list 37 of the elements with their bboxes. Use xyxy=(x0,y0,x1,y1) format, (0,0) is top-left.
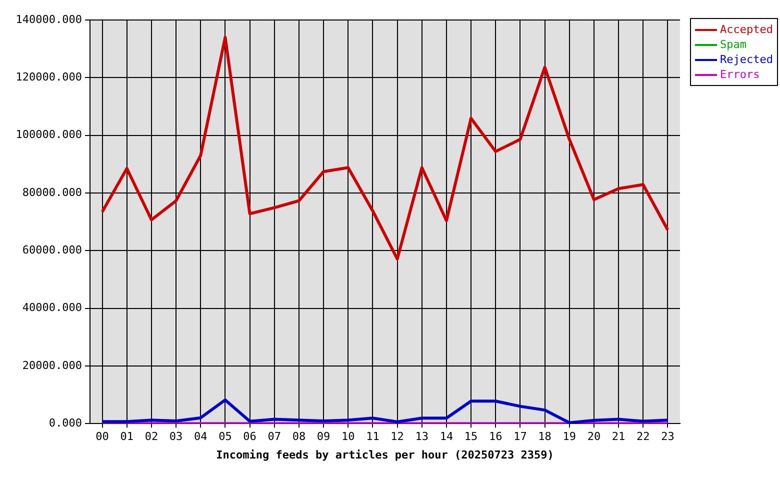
x-tick-label: 17 xyxy=(514,430,527,444)
x-tick-label: 22 xyxy=(636,430,650,444)
x-axis-title: Incoming feeds by articles per hour (20250723 2359) xyxy=(216,448,554,462)
x-tick-label: 16 xyxy=(489,430,502,444)
x-tick-label: 00 xyxy=(96,430,109,444)
y-tick-label: 140000.000 xyxy=(16,12,82,26)
y-tick-label: 80000.000 xyxy=(22,186,82,199)
legend-label: Spam xyxy=(720,37,746,52)
x-tick-label: 11 xyxy=(366,430,380,444)
x-tick-label: 09 xyxy=(316,430,330,444)
x-tick-label: 02 xyxy=(144,430,158,444)
legend-label: Rejected xyxy=(720,52,773,67)
x-tick-label: 19 xyxy=(562,430,576,444)
y-tick-label: 40000.000 xyxy=(22,301,82,314)
x-tick-label: 20 xyxy=(587,430,601,444)
y-tick-label: 60000.000 xyxy=(22,243,82,256)
x-tick-label: 05 xyxy=(218,430,232,444)
x-tick-label: 13 xyxy=(415,430,428,444)
x-tick-label: 18 xyxy=(538,430,552,444)
x-tick-label: 23 xyxy=(661,430,674,444)
x-tick-label: 12 xyxy=(390,430,404,444)
x-tick-label: 06 xyxy=(243,430,256,444)
x-tick-label: 03 xyxy=(169,430,183,444)
x-tick-label: 04 xyxy=(194,430,208,444)
x-tick-label: 10 xyxy=(342,430,355,444)
legend-label: Accepted xyxy=(720,22,773,37)
x-tick-label: 08 xyxy=(292,430,306,444)
x-tick-label: 15 xyxy=(464,430,478,444)
x-tick-label: 07 xyxy=(268,430,281,444)
x-tick-label: 21 xyxy=(612,430,626,444)
legend-label: Errors xyxy=(720,67,760,82)
y-tick-label: 0.000 xyxy=(48,416,82,430)
x-tick-label: 14 xyxy=(440,430,454,444)
y-tick-label: 20000.000 xyxy=(22,358,82,372)
y-tick-label: 120000.000 xyxy=(16,70,82,84)
x-tick-label: 01 xyxy=(120,430,134,444)
y-tick-label: 100000.000 xyxy=(16,128,82,142)
